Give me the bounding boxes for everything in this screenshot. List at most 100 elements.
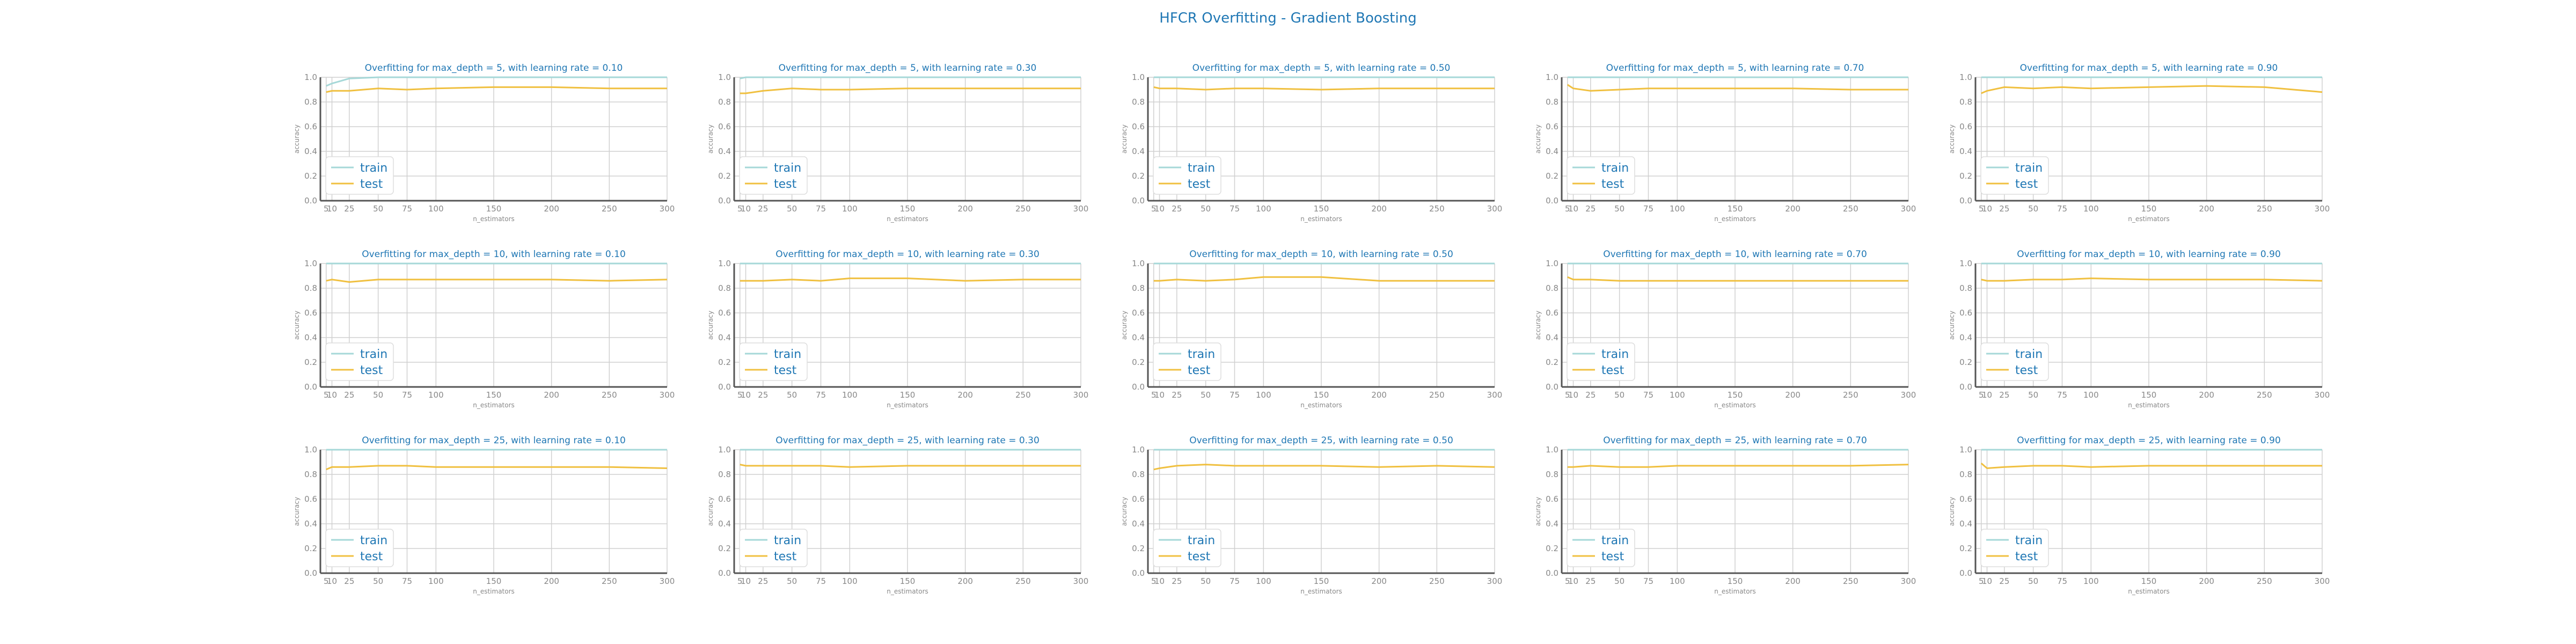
x-axis-label: n_estimators bbox=[473, 588, 515, 595]
x-tick-label: 10 bbox=[1154, 390, 1165, 400]
y-tick-label: 1.0 bbox=[1546, 445, 1558, 455]
y-axis-label: accuracy bbox=[293, 311, 301, 340]
y-tick-label: 0.8 bbox=[718, 470, 731, 479]
x-tick-label: 300 bbox=[1073, 576, 1089, 586]
series-line-train bbox=[740, 76, 1081, 79]
x-tick-label: 150 bbox=[486, 576, 502, 586]
x-tick-label: 250 bbox=[1015, 204, 1031, 214]
x-tick-label: 250 bbox=[602, 576, 617, 586]
x-tick-label: 50 bbox=[1201, 576, 1211, 586]
y-tick-label: 0.8 bbox=[304, 470, 317, 479]
y-axis-label: accuracy bbox=[1948, 497, 1956, 526]
subplot-10: 510 25 50 75 100 150 200 250 300 0.0 0.2 0.4 0.6 0.8 1… bbox=[1948, 249, 2330, 409]
subplot-title: Overfitting for max_depth = 5, with lear… bbox=[779, 63, 1037, 74]
x-tick-label: 50 bbox=[373, 204, 383, 214]
x-tick-label: 25 bbox=[1585, 576, 1596, 586]
y-tick-label: 0.6 bbox=[1132, 122, 1145, 131]
y-tick-label: 0.8 bbox=[718, 97, 731, 107]
x-axis-label: n_estimators bbox=[1300, 588, 1342, 595]
y-tick-label: 0.0 bbox=[1959, 196, 1972, 206]
series-line-test bbox=[740, 87, 1081, 94]
x-axis-label: n_estimators bbox=[2128, 401, 2170, 409]
legend: train test bbox=[325, 529, 394, 567]
x-tick-label: 5 bbox=[1565, 204, 1570, 214]
x-tick-label: 25 bbox=[1172, 204, 1182, 214]
y-tick-label: 0.4 bbox=[1546, 333, 1558, 342]
y-tick-label: 0.6 bbox=[1959, 494, 1972, 504]
x-tick-label: 50 bbox=[1614, 576, 1624, 586]
x-tick-label: 50 bbox=[1614, 390, 1624, 400]
series-line-test bbox=[1981, 85, 2323, 94]
x-tick-label: 50 bbox=[787, 576, 797, 586]
y-tick-label: 0.0 bbox=[1132, 568, 1145, 578]
series-line-test bbox=[1153, 464, 1495, 471]
legend-label-test: test bbox=[774, 364, 797, 377]
y-tick-label: 0.4 bbox=[1132, 147, 1145, 156]
legend-label-train: train bbox=[360, 534, 387, 547]
y-tick-label: 0.8 bbox=[304, 283, 317, 293]
x-tick-label: 250 bbox=[1015, 390, 1031, 400]
x-tick-label: 25 bbox=[758, 204, 768, 214]
legend-box bbox=[325, 342, 394, 381]
y-tick-label: 1.0 bbox=[1959, 259, 1972, 268]
subplot-title: Overfitting for max_depth = 25, with lea… bbox=[1189, 435, 1453, 446]
x-tick-label: 250 bbox=[2257, 204, 2272, 214]
y-axis-label: accuracy bbox=[707, 125, 714, 153]
y-tick-label: 0.2 bbox=[718, 544, 731, 553]
legend-box bbox=[1153, 342, 1221, 381]
series-line-train bbox=[326, 76, 667, 87]
y-tick-label: 0.8 bbox=[1959, 283, 1972, 293]
y-tick-label: 0.4 bbox=[1959, 147, 1972, 156]
subplot-title: Overfitting for max_depth = 10, with lea… bbox=[2017, 249, 2281, 260]
legend-label-test: test bbox=[360, 550, 383, 564]
subplot-1: 510 25 50 75 100 150 200 250 300 0.0 0.2 0.4 0.6 0.8 1… bbox=[293, 63, 675, 223]
legend-box bbox=[1980, 156, 2049, 195]
x-tick-label: 150 bbox=[2141, 204, 2157, 214]
y-axis-label: accuracy bbox=[1121, 125, 1128, 153]
legend-label-test: test bbox=[1601, 178, 1624, 191]
subplot-2: 510 25 50 75 100 150 200 250 300 0.0 0.2 0.4 0.6 0.8 1… bbox=[707, 63, 1088, 223]
legend-box bbox=[1567, 529, 1635, 567]
y-tick-label: 0.2 bbox=[1546, 544, 1558, 553]
legend: train test bbox=[1153, 529, 1221, 567]
x-tick-label: 50 bbox=[373, 390, 383, 400]
legend-label-train: train bbox=[1601, 534, 1629, 547]
series-line-test bbox=[1981, 277, 2323, 282]
x-tick-label: 100 bbox=[2083, 390, 2099, 400]
x-tick-label: 150 bbox=[900, 390, 916, 400]
x-tick-label: 200 bbox=[1371, 390, 1387, 400]
y-tick-label: 0.6 bbox=[1959, 308, 1972, 318]
x-tick-label: 75 bbox=[2057, 204, 2067, 214]
y-tick-label: 0.4 bbox=[1132, 519, 1145, 529]
x-tick-label: 250 bbox=[1429, 390, 1445, 400]
subplot-9: 510 25 50 75 100 150 200 250 300 0.0 0.2 0.4 0.6 0.8 1… bbox=[1534, 249, 1916, 409]
x-tick-label: 10 bbox=[1568, 204, 1578, 214]
x-tick-label: 25 bbox=[1999, 390, 2009, 400]
x-tick-label: 50 bbox=[2028, 576, 2038, 586]
y-tick-label: 0.4 bbox=[304, 147, 317, 156]
subplot-title: Overfitting for max_depth = 10, with lea… bbox=[362, 249, 626, 260]
x-tick-label: 10 bbox=[1154, 204, 1165, 214]
y-tick-label: 0.8 bbox=[1959, 97, 1972, 107]
legend-label-train: train bbox=[360, 348, 387, 361]
x-tick-label: 100 bbox=[1670, 390, 1685, 400]
x-tick-label: 75 bbox=[402, 204, 412, 214]
legend-label-train: train bbox=[360, 162, 387, 175]
series-line-test bbox=[1153, 86, 1495, 91]
x-tick-label: 25 bbox=[1585, 204, 1596, 214]
x-tick-label: 100 bbox=[1670, 576, 1685, 586]
x-tick-label: 25 bbox=[1172, 576, 1182, 586]
x-tick-label: 75 bbox=[402, 576, 412, 586]
legend-label-train: train bbox=[774, 534, 801, 547]
series-line-test bbox=[326, 465, 668, 471]
legend-box bbox=[1567, 156, 1635, 195]
y-tick-label: 1.0 bbox=[1132, 72, 1145, 82]
series-line-test bbox=[326, 86, 667, 93]
y-tick-label: 0.8 bbox=[304, 97, 317, 107]
x-axis-label: n_estimators bbox=[887, 215, 928, 223]
y-tick-label: 0.2 bbox=[1959, 171, 1972, 181]
legend-box bbox=[325, 156, 394, 195]
legend-label-test: test bbox=[1188, 550, 1211, 564]
y-tick-label: 0.2 bbox=[1959, 544, 1972, 553]
y-axis-label: accuracy bbox=[1534, 311, 1542, 340]
